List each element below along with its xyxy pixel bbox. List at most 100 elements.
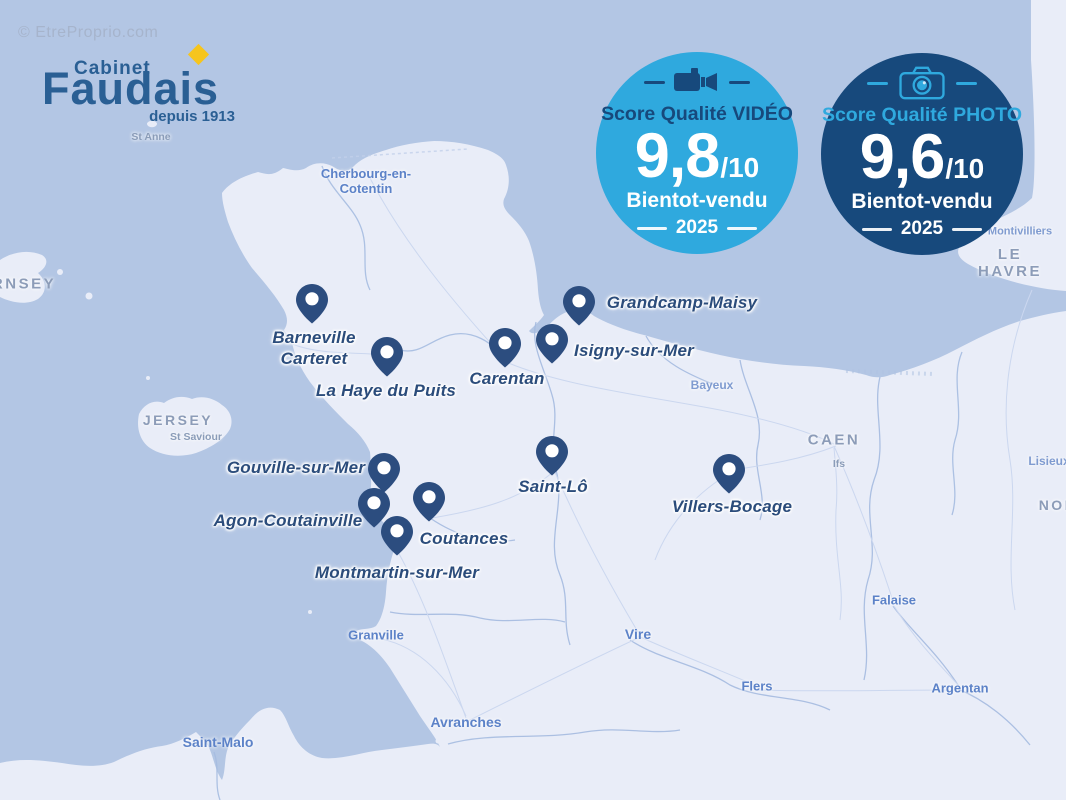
islet: [85, 292, 93, 300]
map-pin-agon-coutainville: [357, 487, 391, 528]
pin-label-saint-lo: Saint-Lô: [518, 477, 588, 496]
pin-label-isigny-sur-mer: Isigny-sur-Mer: [574, 341, 694, 360]
dash-decoration: [636, 227, 667, 230]
place-label-jersey: JERSEY: [142, 411, 214, 428]
photo-score-denominator: /10: [945, 153, 985, 184]
pin-icon: [713, 454, 745, 494]
pin-icon: [563, 286, 595, 326]
place-label-st-anne: St Anne: [131, 130, 171, 143]
video-badge-title: Score Qualité VIDÉO: [601, 103, 793, 125]
harbor-breakwater: [331, 148, 469, 159]
cabinet-faudais-logo: Cabinet Faudais depuis 1913: [0, 0, 260, 140]
place-label-vire: Vire: [624, 625, 652, 642]
photo-camera-icon: [899, 66, 945, 100]
video-badge-subtitle: Bientot-vendu: [626, 189, 768, 213]
islet: [57, 269, 63, 275]
pin-icon: [371, 337, 403, 377]
dash-decoration: [861, 228, 892, 231]
pin-icon: [368, 453, 400, 493]
place-label-granville: Granville: [348, 627, 404, 643]
place-label-ifs: Ifs: [832, 457, 846, 470]
islet: [146, 376, 150, 380]
dash-decoration: [644, 80, 665, 84]
photo-score-badge: Score Qualité PHOTO 9,6 /10 Bientot-vend…: [821, 53, 1023, 255]
guernsey-shape: [0, 251, 47, 303]
video-score: 9,8 /10: [634, 121, 760, 191]
dash-decoration: [867, 81, 888, 85]
map-pin-grandcamp-maisy: [562, 285, 596, 326]
video-badge-year: 2025: [675, 217, 719, 239]
pin-label-villers-bocage: Villers-Bocage: [671, 497, 793, 516]
photo-icon-row: [867, 66, 977, 100]
map-pin-saint-lo: [535, 435, 569, 476]
logo-cabinet-text: Cabinet: [74, 58, 151, 79]
logo-main-text: Faudais: [42, 63, 220, 114]
beach-hatching: [845, 369, 935, 376]
video-badge-year-row: 2025: [636, 217, 758, 239]
place-label-avranches: Avranches: [430, 713, 502, 730]
jersey-shape: [138, 396, 232, 456]
map-pin-la-haye-du-puits: [370, 336, 404, 377]
pin-icon: [536, 436, 568, 476]
map-pin-barneville-carteret: [295, 283, 329, 324]
place-label-argentan: Argentan: [931, 680, 989, 696]
pin-icon: [358, 488, 390, 528]
dash-decoration: [952, 228, 983, 231]
map-pin-coutances: [412, 481, 446, 522]
pin-icon: [536, 324, 568, 364]
mont-saint-michel-islet: [435, 738, 441, 744]
video-score-denominator: /10: [720, 152, 760, 183]
place-label-bayeux: Bayeux: [690, 378, 734, 393]
pin-label-gouville-sur-mer: Gouville-sur-Mer: [226, 458, 366, 477]
photo-score-value: 9,6: [859, 122, 946, 192]
map-pin-isigny-sur-mer: [535, 323, 569, 364]
place-label-le-havre: LE HAVRE: [978, 245, 1042, 280]
photo-badge-year-row: 2025: [861, 218, 983, 240]
place-label-flers: Flers: [741, 678, 773, 694]
logo-diamond-icon: [187, 43, 210, 66]
pin-label-grandcamp-maisy: Grandcamp-Maisy: [606, 293, 758, 312]
dash-decoration: [727, 227, 758, 230]
place-label-cherbourg-en-cotentin: Cherbourg-en- Cotentin: [320, 166, 412, 196]
place-label-lisieux: Lisieux: [1028, 454, 1066, 469]
roads: [291, 169, 1033, 723]
map-pin-carentan: [488, 327, 522, 368]
pin-label-coutances: Coutances: [419, 529, 509, 548]
place-label-saint-malo: Saint-Malo: [182, 733, 254, 750]
pin-label-la-haye-du-puits: La Haye du Puits: [315, 381, 457, 400]
photo-score: 9,6 /10: [859, 122, 985, 192]
pin-icon: [381, 516, 413, 556]
map-pin-montmartin-sur-mer: [380, 515, 414, 556]
map-pin-villers-bocage: [712, 453, 746, 494]
dash-decoration: [729, 80, 750, 84]
place-label-falaise: Falaise: [871, 592, 917, 608]
mainland-shape: [0, 141, 1066, 800]
video-camera-icon: [674, 68, 717, 91]
place-label-caen: CAEN: [807, 431, 861, 449]
watermark: © EtreProprio.com: [18, 24, 159, 41]
pin-label-agon-coutainville: Agon-Coutainville: [213, 511, 363, 530]
dash-decoration: [956, 81, 977, 85]
pin-icon: [489, 328, 521, 368]
map-pin-gouville-sur-mer: [367, 452, 401, 493]
place-label-nor: NOR: [1038, 496, 1066, 513]
pin-label-montmartin-sur-mer: Montmartin-sur-Mer: [314, 563, 480, 582]
photo-badge-year: 2025: [900, 218, 944, 240]
alderney-islet: [147, 120, 157, 128]
place-label-st-saviour: St Saviour: [170, 430, 222, 443]
place-label-montivilliers: Montivilliers: [987, 225, 1053, 238]
logo-tagline: depuis 1913: [149, 108, 235, 125]
islet: [308, 610, 312, 614]
pin-icon: [413, 482, 445, 522]
video-score-badge: Score Qualité VIDÉO 9,8 /10 Bientot-vend…: [596, 52, 798, 254]
pin-icon: [296, 284, 328, 324]
pin-label-carentan: Carentan: [469, 369, 545, 388]
le-havre-shape: [958, 0, 1066, 291]
pin-label-barneville-carteret: Barneville Carteret: [272, 328, 356, 369]
photo-badge-subtitle: Bientot-vendu: [851, 190, 993, 214]
place-label-rnsey: RNSEY: [0, 275, 57, 293]
video-icon-row: [644, 65, 750, 99]
video-score-value: 9,8: [634, 121, 721, 191]
